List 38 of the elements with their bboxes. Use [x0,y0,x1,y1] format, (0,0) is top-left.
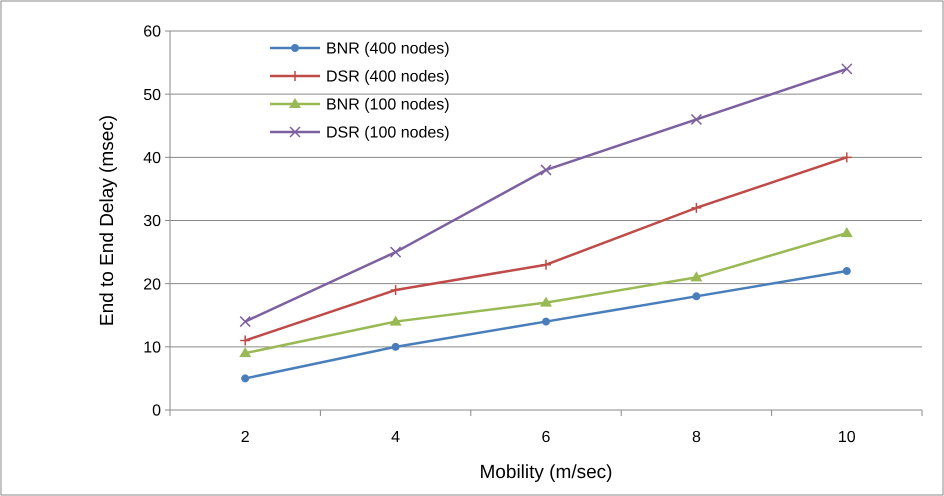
y-tick-label: 10 [143,339,162,356]
point [241,374,250,382]
legend-label: BNR (100 nodes) [326,96,450,114]
point [390,284,402,296]
x-tick-label: 10 [838,429,856,446]
point [692,292,700,300]
point [540,164,552,176]
point [239,316,251,328]
point [841,152,853,164]
y-tick-label: 0 [152,402,162,420]
point [841,63,853,75]
point [840,227,853,238]
legend-label: DSR (400 nodes) [326,68,450,86]
point [392,342,400,351]
legend-label: BNR (400 nodes) [326,40,450,58]
point [842,267,851,276]
point [690,202,702,214]
y-tick-label: 30 [143,213,162,230]
point [690,271,702,282]
point [390,246,402,258]
y-tick-label: 40 [143,150,162,167]
point [542,318,550,326]
y-tick-label: 60 [143,24,162,41]
y-axis-title: End to End Delay (msec) [97,114,118,326]
y-tick-label: 20 [143,276,162,294]
x-tick-label: 2 [240,429,250,446]
y-tick-label: 50 [143,86,162,104]
point [239,334,251,346]
x-axis-title: Mobility (m/sec) [479,462,613,483]
point [690,114,702,126]
x-tick-label: 6 [542,429,551,446]
point [239,347,252,358]
point [540,296,552,307]
legend-label: DSR (100 nodes) [326,124,450,142]
x-tick-label: 8 [692,429,701,446]
point [540,258,552,270]
point [390,316,402,326]
x-tick-label: 4 [391,429,400,446]
